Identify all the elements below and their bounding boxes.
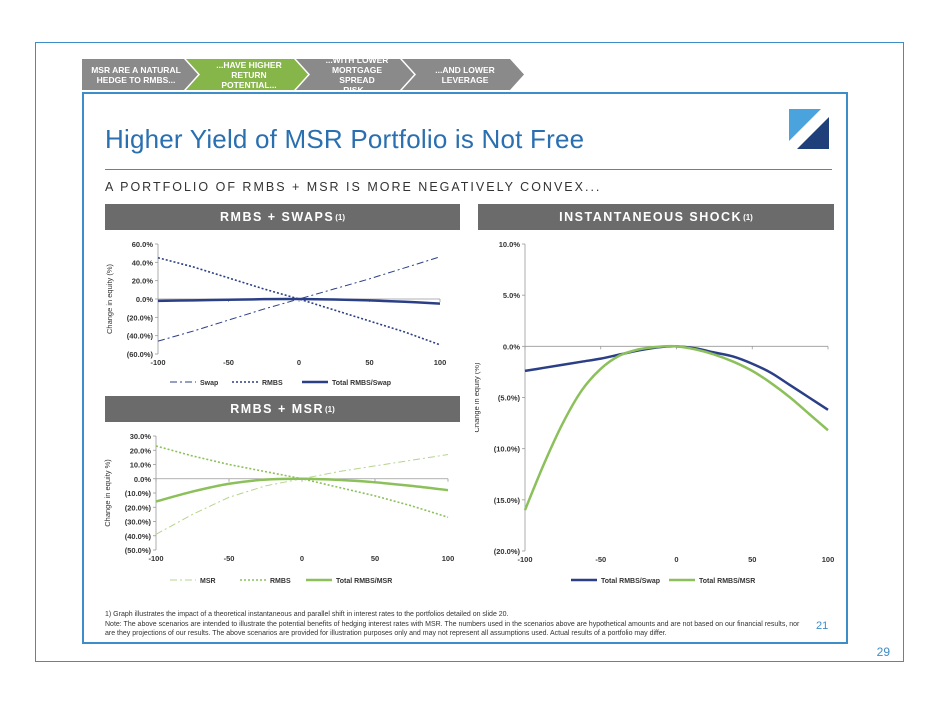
x-tick-label: 50 bbox=[748, 555, 756, 564]
series-line-total-rmbs-swap bbox=[524, 345, 829, 411]
chart-rmbs-msr: 30.0% 20.0% 10.0% 0.0% (10.0%) (20.0%) (30.0%)… bbox=[103, 432, 455, 585]
legend-label: Total RMBS/Swap bbox=[601, 578, 660, 585]
breadcrumb-step-1-line1: MSR ARE A NATURAL bbox=[91, 64, 181, 75]
legend-label: Swap bbox=[200, 380, 218, 387]
y-tick-label: (15.0%) bbox=[494, 496, 521, 505]
footnote-note: Note: The above scenarios are intended t… bbox=[105, 620, 800, 638]
legend-label: RMBS bbox=[262, 380, 283, 387]
series-line-rmbs bbox=[157, 256, 441, 346]
x-tick-label: -50 bbox=[224, 554, 235, 563]
x-tick-label: 50 bbox=[371, 554, 379, 563]
footnote-1: 1) Graph illustrates the impact of a the… bbox=[105, 611, 509, 618]
y-tick-label: (30.0%) bbox=[125, 518, 152, 527]
y-tick-label: (40.0%) bbox=[127, 332, 154, 341]
x-tick-label: 100 bbox=[442, 554, 455, 563]
x-tick-label: 0 bbox=[674, 555, 678, 564]
inner-slide-frame bbox=[82, 92, 848, 644]
x-tick-label: -100 bbox=[148, 554, 163, 563]
panel-header-rmbs-msr: RMBS + MSR (1) bbox=[105, 396, 460, 422]
breadcrumb-step-1-line2: HEDGE TO RMBS... bbox=[96, 74, 176, 85]
panel-header-shock-sup: (1) bbox=[743, 212, 753, 222]
panel-header-rmbs-swaps: RMBS + SWAPS (1) bbox=[105, 204, 460, 230]
x-tick-label: 100 bbox=[822, 555, 835, 564]
series-line-swap bbox=[157, 256, 441, 342]
y-tick-label: (20.0%) bbox=[494, 547, 521, 556]
y-tick-label: 10.0% bbox=[499, 240, 521, 249]
slide-subtitle: A PORTFOLIO OF RMBS + MSR IS MORE NEGATI… bbox=[105, 180, 602, 194]
slide-title: Higher Yield of MSR Portfolio is Not Fre… bbox=[105, 124, 585, 154]
panel-header-rmbs-msr-text: RMBS + MSR bbox=[230, 402, 325, 416]
legend-label: Total RMBS/Swap bbox=[332, 380, 391, 387]
series-line-total-rmbs-swap bbox=[157, 297, 441, 305]
legend-label: MSR bbox=[200, 578, 216, 585]
y-tick-label: 20.0% bbox=[130, 446, 152, 455]
breadcrumb-step-2-line1: ...HAVE HIGHER bbox=[216, 59, 282, 70]
company-logo-icon bbox=[787, 107, 831, 151]
y-tick-label: 0.0% bbox=[136, 295, 153, 304]
breadcrumb-step-2[interactable]: ...HAVE HIGHER RETURN POTENTIAL... bbox=[186, 59, 308, 90]
series-line-total-rmbs-msr bbox=[155, 477, 449, 503]
y-tick-label: 20.0% bbox=[132, 277, 154, 286]
x-tick-label: -50 bbox=[595, 555, 606, 564]
y-tick-label: (40.0%) bbox=[125, 532, 152, 541]
footnote: 1) Graph illustrates the impact of a the… bbox=[105, 610, 805, 639]
legend-label: Total RMBS/MSR bbox=[336, 578, 392, 585]
y-tick-label: (50.0%) bbox=[125, 546, 152, 555]
panel-header-rmbs-swaps-sup: (1) bbox=[335, 212, 345, 222]
breadcrumb-step-1[interactable]: MSR ARE A NATURAL HEDGE TO RMBS... bbox=[82, 59, 198, 90]
x-tick-label: -100 bbox=[150, 358, 165, 367]
y-axis-label: Change in equity (%) bbox=[475, 362, 481, 433]
breadcrumb-step-3-line1: ...WITH LOWER bbox=[325, 54, 389, 65]
y-axis-label: Change in equity (%) bbox=[105, 263, 114, 334]
panel-header-shock-text: INSTANTANEOUS SHOCK bbox=[559, 210, 743, 224]
y-tick-label: 60.0% bbox=[132, 240, 154, 249]
x-tick-label: 0 bbox=[300, 554, 304, 563]
y-tick-label: (20.0%) bbox=[127, 313, 154, 322]
breadcrumb-step-2-line2: RETURN POTENTIAL... bbox=[221, 69, 277, 90]
panel-header-instantaneous-shock: INSTANTANEOUS SHOCK (1) bbox=[478, 204, 834, 230]
y-tick-label: 10.0% bbox=[130, 461, 152, 470]
y-tick-label: (60.0%) bbox=[127, 350, 154, 359]
breadcrumb-step-3-line2: MORTGAGE SPREAD bbox=[331, 64, 383, 85]
title-divider bbox=[105, 169, 832, 170]
x-tick-label: 50 bbox=[365, 358, 373, 367]
chart-rmbs-swaps: 60.0% 40.0% 20.0% 0.0% (20.0%) (40.0%) (60.0%)… bbox=[105, 240, 447, 387]
legend-label: Total RMBS/MSR bbox=[699, 578, 755, 585]
legend-label: RMBS bbox=[270, 578, 291, 585]
y-tick-label: (20.0%) bbox=[125, 503, 152, 512]
breadcrumb-step-4-line1: ...AND LOWER bbox=[435, 64, 495, 75]
series-line-msr bbox=[155, 454, 449, 535]
breadcrumb-step-3-line3: RISK... bbox=[343, 84, 371, 95]
y-tick-label: 5.0% bbox=[503, 291, 520, 300]
y-tick-label: (5.0%) bbox=[498, 394, 521, 403]
x-tick-label: 0 bbox=[297, 358, 301, 367]
panel-header-rmbs-msr-sup: (1) bbox=[325, 404, 335, 414]
y-tick-label: (10.0%) bbox=[494, 445, 521, 454]
y-tick-label: 40.0% bbox=[132, 258, 154, 267]
breadcrumb-step-3[interactable]: ...WITH LOWER MORTGAGE SPREAD RISK... bbox=[296, 59, 414, 90]
y-tick-label: 30.0% bbox=[130, 432, 152, 441]
chart-instantaneous-shock: 10.0% 5.0% 0.0% (5.0%) (10.0%) (15.0%) (20.0%)… bbox=[475, 240, 835, 585]
series-line-total-rmbs-msr bbox=[523, 344, 829, 511]
panel-header-rmbs-swaps-text: RMBS + SWAPS bbox=[220, 210, 335, 224]
breadcrumb-step-4[interactable]: ...AND LOWER LEVERAGE bbox=[402, 59, 524, 90]
y-tick-label: 0.0% bbox=[503, 342, 520, 351]
x-tick-label: -100 bbox=[517, 555, 532, 564]
x-tick-label: 100 bbox=[434, 358, 447, 367]
y-tick-label: 0.0% bbox=[134, 475, 151, 484]
x-tick-label: -50 bbox=[223, 358, 234, 367]
outer-page-number: 29 bbox=[876, 645, 890, 659]
breadcrumb-step-4-line2: LEVERAGE bbox=[441, 74, 489, 85]
inner-page-number: 21 bbox=[816, 620, 829, 632]
y-axis-label: Change in equity %) bbox=[103, 459, 112, 527]
outer-slide-frame bbox=[35, 42, 904, 662]
y-tick-label: (10.0%) bbox=[125, 489, 152, 498]
